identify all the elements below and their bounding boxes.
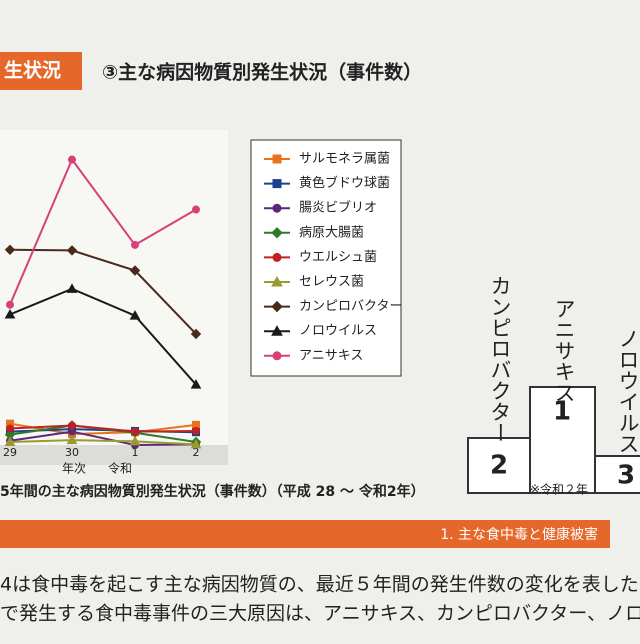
marker xyxy=(68,421,76,430)
legend-label: サルモネラ属菌 xyxy=(299,152,390,167)
legend-label: 病原大腸菌 xyxy=(299,225,364,240)
legend-marker xyxy=(272,351,282,361)
podium-rank: 1 xyxy=(553,397,571,427)
era-label: 令和 xyxy=(108,461,132,476)
header-tab xyxy=(0,52,82,90)
podium-name: カンピロバクター xyxy=(488,275,512,443)
legend-label: アニサキス xyxy=(299,348,363,363)
marker xyxy=(4,308,16,319)
section-bar-text: 1. 主な食中毒と健康被害 xyxy=(440,526,598,543)
series-line xyxy=(9,430,197,447)
legend-label: 黄色ブドウ球菌 xyxy=(299,175,390,191)
x-tick-label: 2 xyxy=(193,446,200,459)
header-tab-text: 生状況 xyxy=(4,59,61,82)
legend-marker xyxy=(272,252,282,262)
podium-name: アニサキス xyxy=(552,298,576,403)
marker xyxy=(66,434,78,445)
legend-marker xyxy=(271,275,283,287)
legend-marker xyxy=(272,154,282,164)
marker xyxy=(131,427,139,436)
marker xyxy=(192,205,200,214)
legend-marker xyxy=(271,300,283,313)
marker xyxy=(190,379,202,389)
legend-label: セレウス菌 xyxy=(299,275,364,290)
marker xyxy=(129,435,141,446)
series-line xyxy=(9,157,197,306)
legend-label: ノロウイルス xyxy=(299,324,377,339)
legend-marker xyxy=(271,227,283,239)
chart-caption: 5年間の主な病因物質別発生状況（事件数）（平成 28 ～ 令和2年） xyxy=(0,483,425,500)
legend-label: ウエルシュ菌 xyxy=(299,250,377,265)
legend-label: 腸炎ビブリオ xyxy=(299,200,377,216)
marker xyxy=(66,283,78,293)
series-line xyxy=(9,424,197,433)
podium-rank: 2 xyxy=(490,451,508,481)
marker xyxy=(6,424,14,433)
legend-marker xyxy=(272,179,282,189)
podium-rank: 3 xyxy=(617,461,635,491)
marker xyxy=(6,300,14,309)
marker xyxy=(68,155,76,164)
series-line xyxy=(9,439,197,446)
plot-area xyxy=(0,130,228,445)
marker xyxy=(190,438,202,449)
body-text: で発生する食中毒事件の三大原因は、アニサキス、カンピロバクター、ノロウイ xyxy=(0,603,640,625)
marker xyxy=(129,310,141,320)
marker xyxy=(4,436,16,446)
series-line xyxy=(9,287,197,386)
section-bar xyxy=(0,520,610,548)
podium-name: ノロウイルス xyxy=(616,328,640,454)
legend-label: カンピロバクター xyxy=(299,299,402,314)
body-text: 4は食中毒を起こす主な病因物質の、最近５年間の発生件数の変化を表したグラ xyxy=(0,574,640,596)
header-title: ③主な病因物質別発生状況（事件数） xyxy=(102,61,422,84)
series-line xyxy=(9,248,197,335)
marker xyxy=(190,328,202,340)
legend-marker xyxy=(272,203,282,213)
x-tick-label: 1 xyxy=(132,446,139,459)
legend-marker xyxy=(271,325,283,336)
marker xyxy=(66,245,78,256)
podium-1 xyxy=(529,386,596,494)
podium-3 xyxy=(594,455,640,494)
marker xyxy=(4,244,16,256)
series-line xyxy=(9,422,197,436)
marker xyxy=(129,265,141,276)
marker xyxy=(192,426,200,435)
marker xyxy=(131,240,139,249)
x-tick-label: 30 xyxy=(65,446,79,459)
podium-note: ※令和２年 xyxy=(530,482,588,497)
x-tick-label: 29 xyxy=(3,446,17,459)
x-axis-label: 年次 xyxy=(62,462,86,476)
x-axis-strip xyxy=(0,445,228,465)
